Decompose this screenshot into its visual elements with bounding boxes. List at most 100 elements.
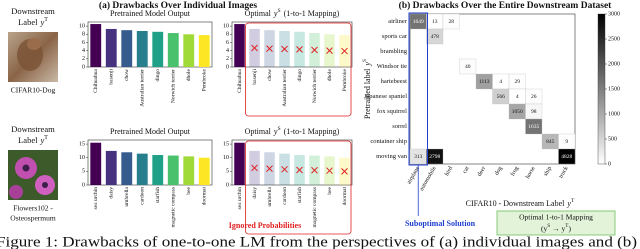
x-tick-label: Australian terrier [282,69,288,107]
chart-title-part: Optimal [245,9,272,18]
ignored-cross [266,165,273,172]
cell-label: 13 [432,19,438,25]
row-label: moving van [376,153,408,160]
row-label: Windsor tie [377,63,407,70]
x-tick-label: cardoon [140,187,146,205]
y-tick-label: 6 [226,40,229,46]
label-line-part: y [39,135,44,145]
column-label: frog [509,165,520,177]
y-tick-label: 0 [82,182,85,188]
bar [121,30,133,68]
bar [167,33,179,67]
mapping-note-part: ) [568,224,571,233]
heatmap-cell [426,28,444,45]
ignored-cross [326,167,333,175]
bar [105,28,117,68]
y-axis-label-part: y [363,62,372,67]
y-tick-label: 15 [223,141,229,147]
mapping-note-part: → y [550,224,565,233]
ignored-note: Ignored Probabilities [229,221,301,230]
bar [152,155,164,185]
column-label: dog [494,166,504,177]
y-tick-label: 4 [226,48,229,54]
bar [90,24,102,67]
bar [167,155,179,185]
colorbar-label: 1000 [608,111,620,117]
row-label: sports car [382,33,408,40]
heatmap-cell [442,13,460,30]
cell-label: 566 [497,94,506,100]
label-line-part: T [44,135,48,141]
label-line-part: T [44,17,48,23]
row-label: container ship [370,138,407,145]
chart-title: Pretrained Model Output [110,9,191,18]
x-tick-label: sea urchin [93,187,99,210]
y-tick-label: 0 [82,64,85,70]
bar [198,157,210,185]
y-tick-label: 2 [226,56,229,62]
label-line-part: Label [18,17,38,27]
row-label: hartebeest [381,78,408,85]
y-tick-label: 6 [82,40,85,46]
ignored-cross [296,46,303,53]
figure-caption: Figure 1: Drawbacks of one-to-one LM fro… [0,234,640,249]
colorbar-label: 0 [608,161,611,167]
x-tick-label: chow [267,69,273,81]
x-tick-label: dhole [327,68,333,81]
bar [152,31,164,67]
plot-frame [87,139,213,186]
y-tick-label: 2 [82,56,85,62]
x-tick-label: umbrella [124,186,130,206]
column-label: automobile [419,165,438,192]
x-axis-label-part: y [566,199,571,208]
chart-title: Pretrained Model Output [110,127,191,136]
y-tick-label: 0 [226,182,229,188]
y-tick-label: 10 [223,155,229,161]
y-tick-label: 8 [226,32,229,38]
colorbar-label: 2000 [608,61,620,67]
cell-label: 1113 [479,79,490,85]
image-caption: Flowers102 - [13,204,53,213]
plot-frame [231,21,353,68]
chart-title: Optimal yS (1-to-1 Mapping) [245,126,340,136]
mapping-note: Optimal 1-to-1 Mapping [519,213,593,222]
x-tick-label: Chihuahua [237,68,243,92]
y-axis-label: Pretrained labelyS [362,59,372,119]
y-tick-label: 8 [82,32,85,38]
x-tick-label: Chihuahua [93,68,99,92]
ignored-cross [341,47,348,55]
x-tick-label: bee [327,186,333,194]
cell-label: 29 [515,79,521,85]
mapping-note-part: S [547,223,550,229]
colorbar-label: 2500 [608,36,620,42]
x-tick-label: dingo [297,69,303,82]
heatmap-cell [558,148,576,165]
y-tick-label: 0 [226,64,229,70]
bar [136,31,148,67]
label-line: Downstream [11,6,55,16]
panel-title: (a) Drawbacks Over Individual Images [99,0,257,11]
panel-title: (b) Drawbacks Over the Entire Downstream… [399,0,613,11]
chart-title-part: S [277,8,280,14]
x-axis-label-part: CIFAR10 - Downstream Label [466,199,566,208]
ignored-box [245,140,352,235]
x-tick-label: cardoon [282,187,288,205]
chart-title-part: y [273,127,278,136]
cell-label: 28 [449,19,455,25]
plot-frame [231,139,353,186]
cell-label: 845 [546,139,555,145]
x-tick-label: Australian terrier [140,69,146,107]
bar [121,152,133,185]
x-tick-label: basenji [109,69,115,85]
image-caption: Osteospermum [10,214,56,223]
chart-title-part: (1-to-1 Mapping) [284,9,340,18]
x-tick-label: basenji [252,69,258,85]
y-tick-label: 15 [79,141,85,147]
ignored-cross [326,47,333,54]
chart-title-part: S [277,126,280,132]
plot-frame [87,21,213,68]
x-tick-label: daisy [109,187,115,199]
bar [90,142,102,185]
cell-label: 4 [499,79,502,85]
label-line: Downstream [11,124,55,134]
